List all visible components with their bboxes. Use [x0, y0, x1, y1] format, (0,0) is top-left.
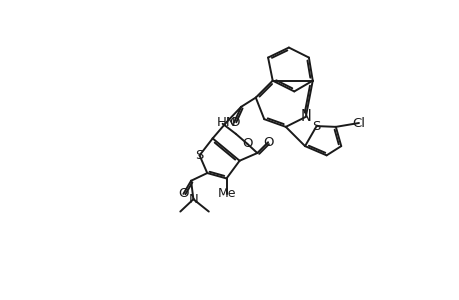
Text: HN: HN	[216, 116, 236, 129]
Text: N: N	[300, 109, 311, 124]
Text: S: S	[312, 120, 320, 133]
Text: Me: Me	[217, 187, 235, 200]
Text: S: S	[195, 149, 203, 162]
Text: N: N	[188, 193, 198, 206]
Text: O: O	[241, 137, 252, 150]
Text: Cl: Cl	[352, 116, 364, 130]
Text: O: O	[178, 187, 188, 200]
Text: O: O	[262, 136, 273, 149]
Text: O: O	[229, 116, 239, 129]
